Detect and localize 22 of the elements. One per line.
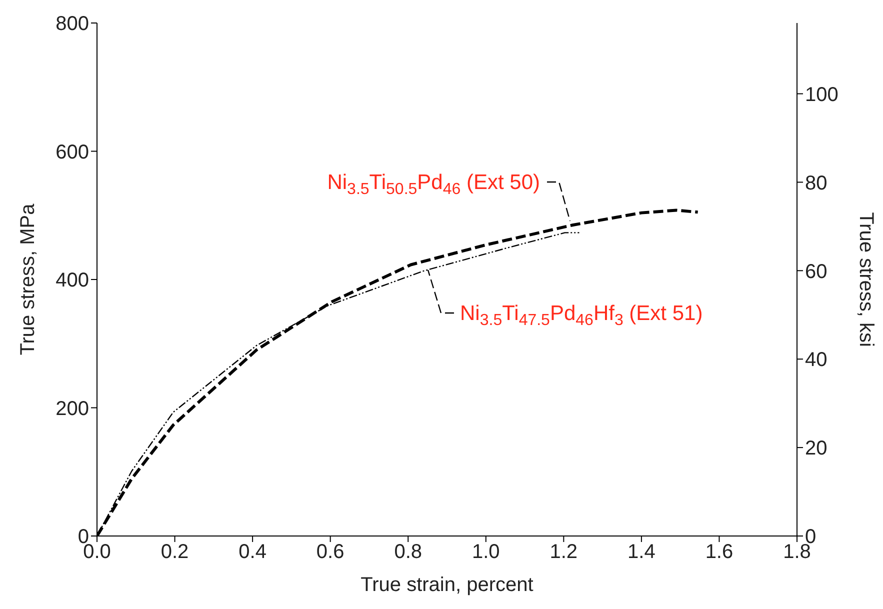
- x-tick-label: 1.4: [628, 541, 656, 564]
- x-tick-label: 1.6: [705, 541, 734, 564]
- series-label: Ni$_{3.5}$Ti$_{50.5}$Pd$_{46}$ (Ext 50): [327, 171, 540, 198]
- y-axis-title: True stress, MPa: [17, 202, 40, 356]
- x-tick-label: 1.0: [472, 541, 500, 564]
- y-tick-label: 400: [56, 270, 89, 292]
- x-axis-title: True strain, percent: [360, 574, 534, 596]
- y2-tick-label: 60: [805, 260, 828, 283]
- y2-tick-label: 40: [805, 349, 828, 372]
- text: Ni$_{3.5}$Ti$_{47.5}$Pd$_{46}$Hf$_{3}$ (Ext 51): [460, 302, 703, 329]
- y2-tick-label: 20: [805, 438, 828, 460]
- y-tick-label: 200: [56, 398, 89, 420]
- y2-axis-title: True stress, ksi: [854, 212, 877, 347]
- y2-tick-label: 100: [805, 84, 838, 106]
- x-tick-label: 0.4: [238, 541, 266, 564]
- x-tick-label: 0.2: [160, 541, 189, 564]
- y-tick-label: 800: [56, 13, 89, 36]
- x-tick-label: 0.6: [316, 541, 344, 564]
- y2-tick-label: 80: [805, 172, 828, 194]
- y-tick-label: 600: [56, 141, 89, 164]
- x-tick-label: 0.8: [394, 541, 422, 564]
- x-tick-label: 1.2: [550, 541, 578, 564]
